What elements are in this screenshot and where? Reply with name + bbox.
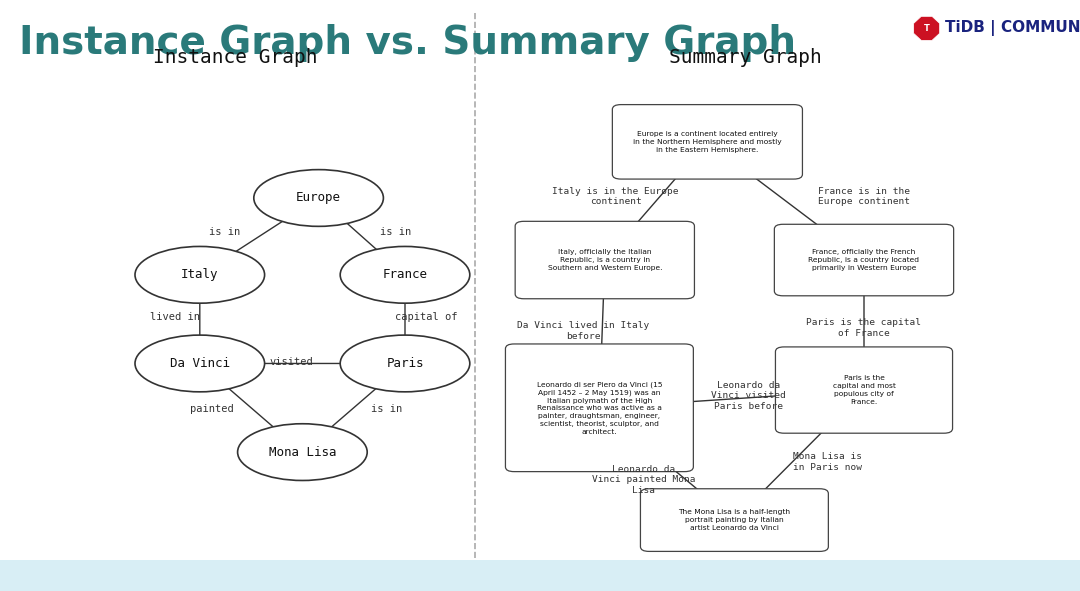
Text: Paris is the capital
of France: Paris is the capital of France [807, 319, 921, 337]
Text: is in: is in [210, 227, 240, 236]
Text: Leonardo da
Vinci painted Mona
Lisa: Leonardo da Vinci painted Mona Lisa [592, 465, 696, 495]
Text: Instance Graph vs. Summary Graph: Instance Graph vs. Summary Graph [19, 24, 796, 61]
Text: lived in: lived in [150, 313, 200, 322]
Bar [0, 560, 1080, 591]
Text: Leonardo di ser Piero da Vinci (15
April 1452 – 2 May 1519) was an
Italian polym: Leonardo di ser Piero da Vinci (15 April… [537, 381, 662, 434]
Text: Europe: Europe [296, 191, 341, 204]
Text: is in: is in [380, 227, 410, 236]
Ellipse shape [340, 335, 470, 392]
Text: Mona Lisa: Mona Lisa [269, 446, 336, 459]
Text: is in: is in [372, 404, 402, 414]
Text: The Mona Lisa is a half-length
portrait painting by Italian
artist Leonardo da V: The Mona Lisa is a half-length portrait … [678, 509, 791, 531]
Text: visited: visited [270, 357, 313, 366]
FancyBboxPatch shape [775, 347, 953, 433]
Text: Europe is a continent located entirely
in the Northern Hemisphere and mostly
in : Europe is a continent located entirely i… [633, 131, 782, 152]
Text: Italy, officially the Italian
Republic, is a country in
Southern and Western Eur: Italy, officially the Italian Republic, … [548, 249, 662, 271]
Text: capital of: capital of [395, 313, 458, 322]
Text: France, officially the French
Republic, is a country located
primarily in Wester: France, officially the French Republic, … [809, 249, 919, 271]
Ellipse shape [135, 246, 265, 303]
Text: France is in the
Europe continent: France is in the Europe continent [818, 187, 910, 206]
Text: painted: painted [190, 404, 233, 414]
Text: Summary Graph: Summary Graph [669, 48, 822, 67]
Text: T: T [923, 24, 930, 33]
Text: Da Vinci: Da Vinci [170, 357, 230, 370]
Text: Paris is the
capital and most
populous city of
France.: Paris is the capital and most populous c… [833, 375, 895, 405]
FancyBboxPatch shape [640, 489, 828, 551]
Text: Leonardo da
Vinci visited
Paris before: Leonardo da Vinci visited Paris before [711, 381, 786, 411]
Text: Instance Graph: Instance Graph [153, 48, 318, 67]
Polygon shape [914, 17, 940, 40]
FancyBboxPatch shape [505, 344, 693, 472]
Text: TiDB | COMMUNITY: TiDB | COMMUNITY [945, 20, 1080, 37]
Text: Mona Lisa is
in Paris now: Mona Lisa is in Paris now [793, 453, 862, 472]
Text: France: France [382, 268, 428, 281]
Text: Italy: Italy [181, 268, 218, 281]
Ellipse shape [254, 170, 383, 226]
FancyBboxPatch shape [774, 224, 954, 296]
Text: Da Vinci lived in Italy
before: Da Vinci lived in Italy before [517, 322, 649, 340]
Ellipse shape [135, 335, 265, 392]
Text: Italy is in the Europe
continent: Italy is in the Europe continent [552, 187, 679, 206]
FancyBboxPatch shape [515, 221, 694, 299]
Ellipse shape [340, 246, 470, 303]
Ellipse shape [238, 424, 367, 480]
FancyBboxPatch shape [612, 105, 802, 179]
Text: Paris: Paris [387, 357, 423, 370]
